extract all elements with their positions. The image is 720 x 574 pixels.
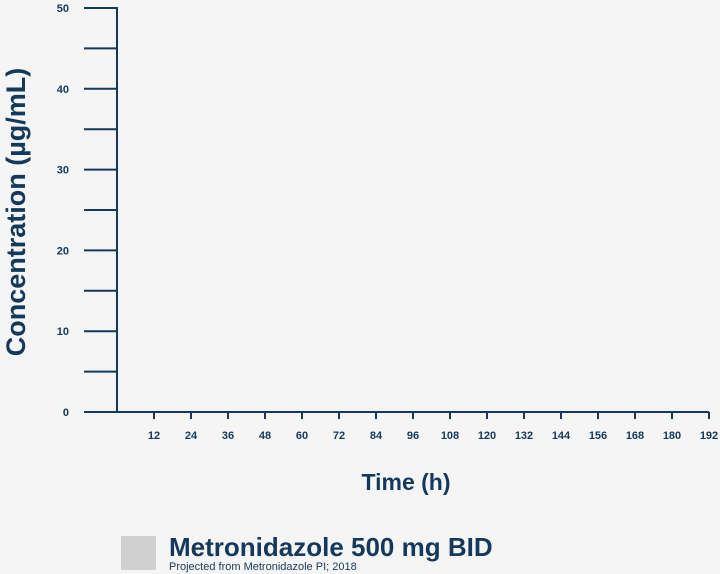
x-tick-label: 108 (441, 430, 459, 442)
legend-text: Metronidazole 500 mg BID Projected from … (169, 532, 493, 573)
x-tick-label: 84 (370, 430, 383, 442)
x-tick-label: 96 (407, 430, 419, 442)
y-axis-title: Concentration (µg/mL) (1, 68, 31, 357)
x-tick-label: 48 (259, 430, 271, 442)
legend-title: Metronidazole 500 mg BID (169, 532, 493, 562)
x-tick-label: 180 (663, 430, 681, 442)
y-tick-label: 20 (57, 245, 69, 257)
x-tick-label: 156 (589, 430, 607, 442)
x-axis-title: Time (h) (361, 469, 450, 495)
y-tick-label: 0 (63, 407, 69, 419)
legend: Metronidazole 500 mg BID Projected from … (121, 532, 493, 573)
x-tick-label: 36 (222, 430, 234, 442)
y-axis-ticks: 0 10 20 30 40 50 (57, 3, 117, 419)
x-tick-label: 12 (148, 430, 160, 442)
y-tick-label: 50 (57, 3, 69, 15)
x-tick-label: 24 (185, 430, 198, 442)
x-tick-label: 192 (700, 430, 718, 442)
x-axis-ticks: 12 24 36 48 60 72 84 96 108 120 132 144 156 168 180 192 (148, 412, 718, 442)
x-tick-label: 120 (478, 430, 496, 442)
x-tick-label: 168 (626, 430, 644, 442)
x-tick-label: 72 (333, 430, 345, 442)
y-tick-label: 10 (57, 326, 69, 338)
legend-source: Projected from Metronidazole PI; 2018 (169, 561, 357, 573)
x-tick-label: 60 (296, 430, 308, 442)
y-tick-label: 40 (57, 84, 69, 96)
legend-swatch (121, 536, 156, 570)
x-tick-label: 144 (552, 430, 571, 442)
x-tick-label: 132 (515, 430, 533, 442)
y-tick-label: 30 (57, 165, 69, 177)
